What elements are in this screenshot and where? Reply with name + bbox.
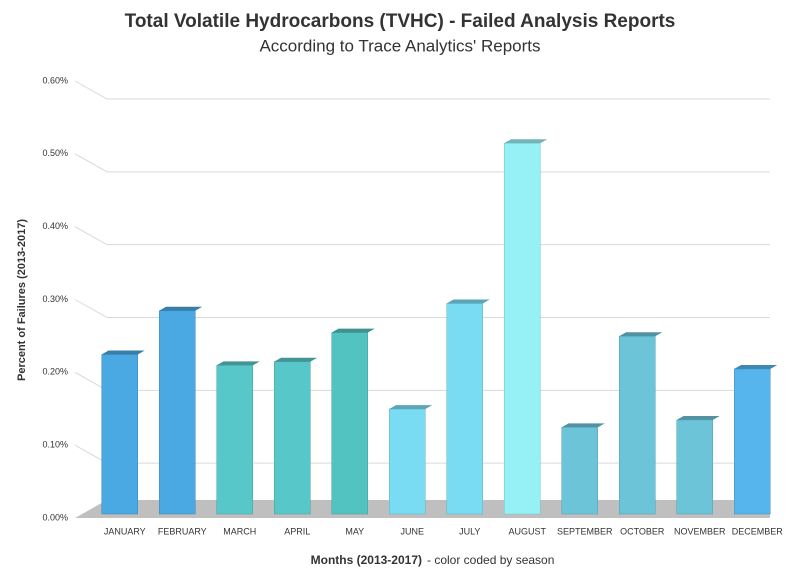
bar-top [389, 405, 433, 410]
bar [734, 368, 771, 515]
x-axis-label: Months (2013-2017) [311, 553, 422, 567]
x-tick-label: DECEMBER [732, 526, 784, 536]
bar-top [734, 365, 778, 370]
x-tick-label: APRIL [284, 526, 310, 536]
grid-line [74, 299, 770, 318]
bar [446, 303, 483, 515]
y-tick-label: 0.60% [42, 75, 68, 85]
bar [331, 332, 368, 515]
bar-top [274, 357, 318, 362]
x-tick-label: JUNE [400, 526, 424, 536]
y-axis-label: Percent of Failures (2013-2017) [16, 219, 28, 381]
x-tick-label: SEPTEMBER [557, 526, 613, 536]
y-tick-label: 0.50% [42, 148, 68, 158]
y-tick-label: 0.30% [42, 294, 68, 304]
grid-line [74, 80, 770, 100]
grid-line [74, 226, 770, 246]
y-tick-label: 0.10% [42, 440, 68, 450]
bar [561, 427, 598, 515]
bar-top [561, 423, 605, 428]
bar-top [619, 332, 663, 337]
y-tick-label: 0.00% [42, 512, 68, 522]
x-tick-label: JULY [459, 526, 480, 536]
bar [274, 361, 311, 515]
bar-top [446, 299, 490, 304]
chart-subtitle: According to Trace Analytics' Reports [259, 36, 540, 55]
grid-line [74, 153, 770, 173]
x-tick-label: AUGUST [508, 526, 546, 536]
bar-top [331, 328, 375, 333]
bar [504, 143, 541, 515]
bar [676, 419, 713, 515]
bar-top [159, 306, 203, 311]
bar [619, 336, 656, 515]
x-tick-label: MARCH [223, 526, 256, 536]
x-axis-note: - color coded by season [427, 553, 554, 567]
bar [389, 408, 426, 515]
y-tick-label: 0.20% [42, 367, 68, 377]
bar-top [101, 350, 145, 355]
bar-top [676, 416, 720, 421]
x-tick-label: MAY [345, 526, 364, 536]
x-tick-label: FEBRUARY [158, 526, 207, 536]
bar-top [216, 361, 260, 366]
chart-title: Total Volatile Hydrocarbons (TVHC) - Fai… [125, 11, 676, 32]
y-tick-label: 0.40% [42, 221, 68, 231]
x-tick-label: NOVEMBER [674, 526, 726, 536]
bar [101, 354, 138, 515]
bar [216, 365, 253, 515]
x-tick-label: JANUARY [104, 526, 146, 536]
bar [159, 310, 196, 515]
bar-top [504, 139, 548, 144]
x-tick-label: OCTOBER [620, 526, 665, 536]
